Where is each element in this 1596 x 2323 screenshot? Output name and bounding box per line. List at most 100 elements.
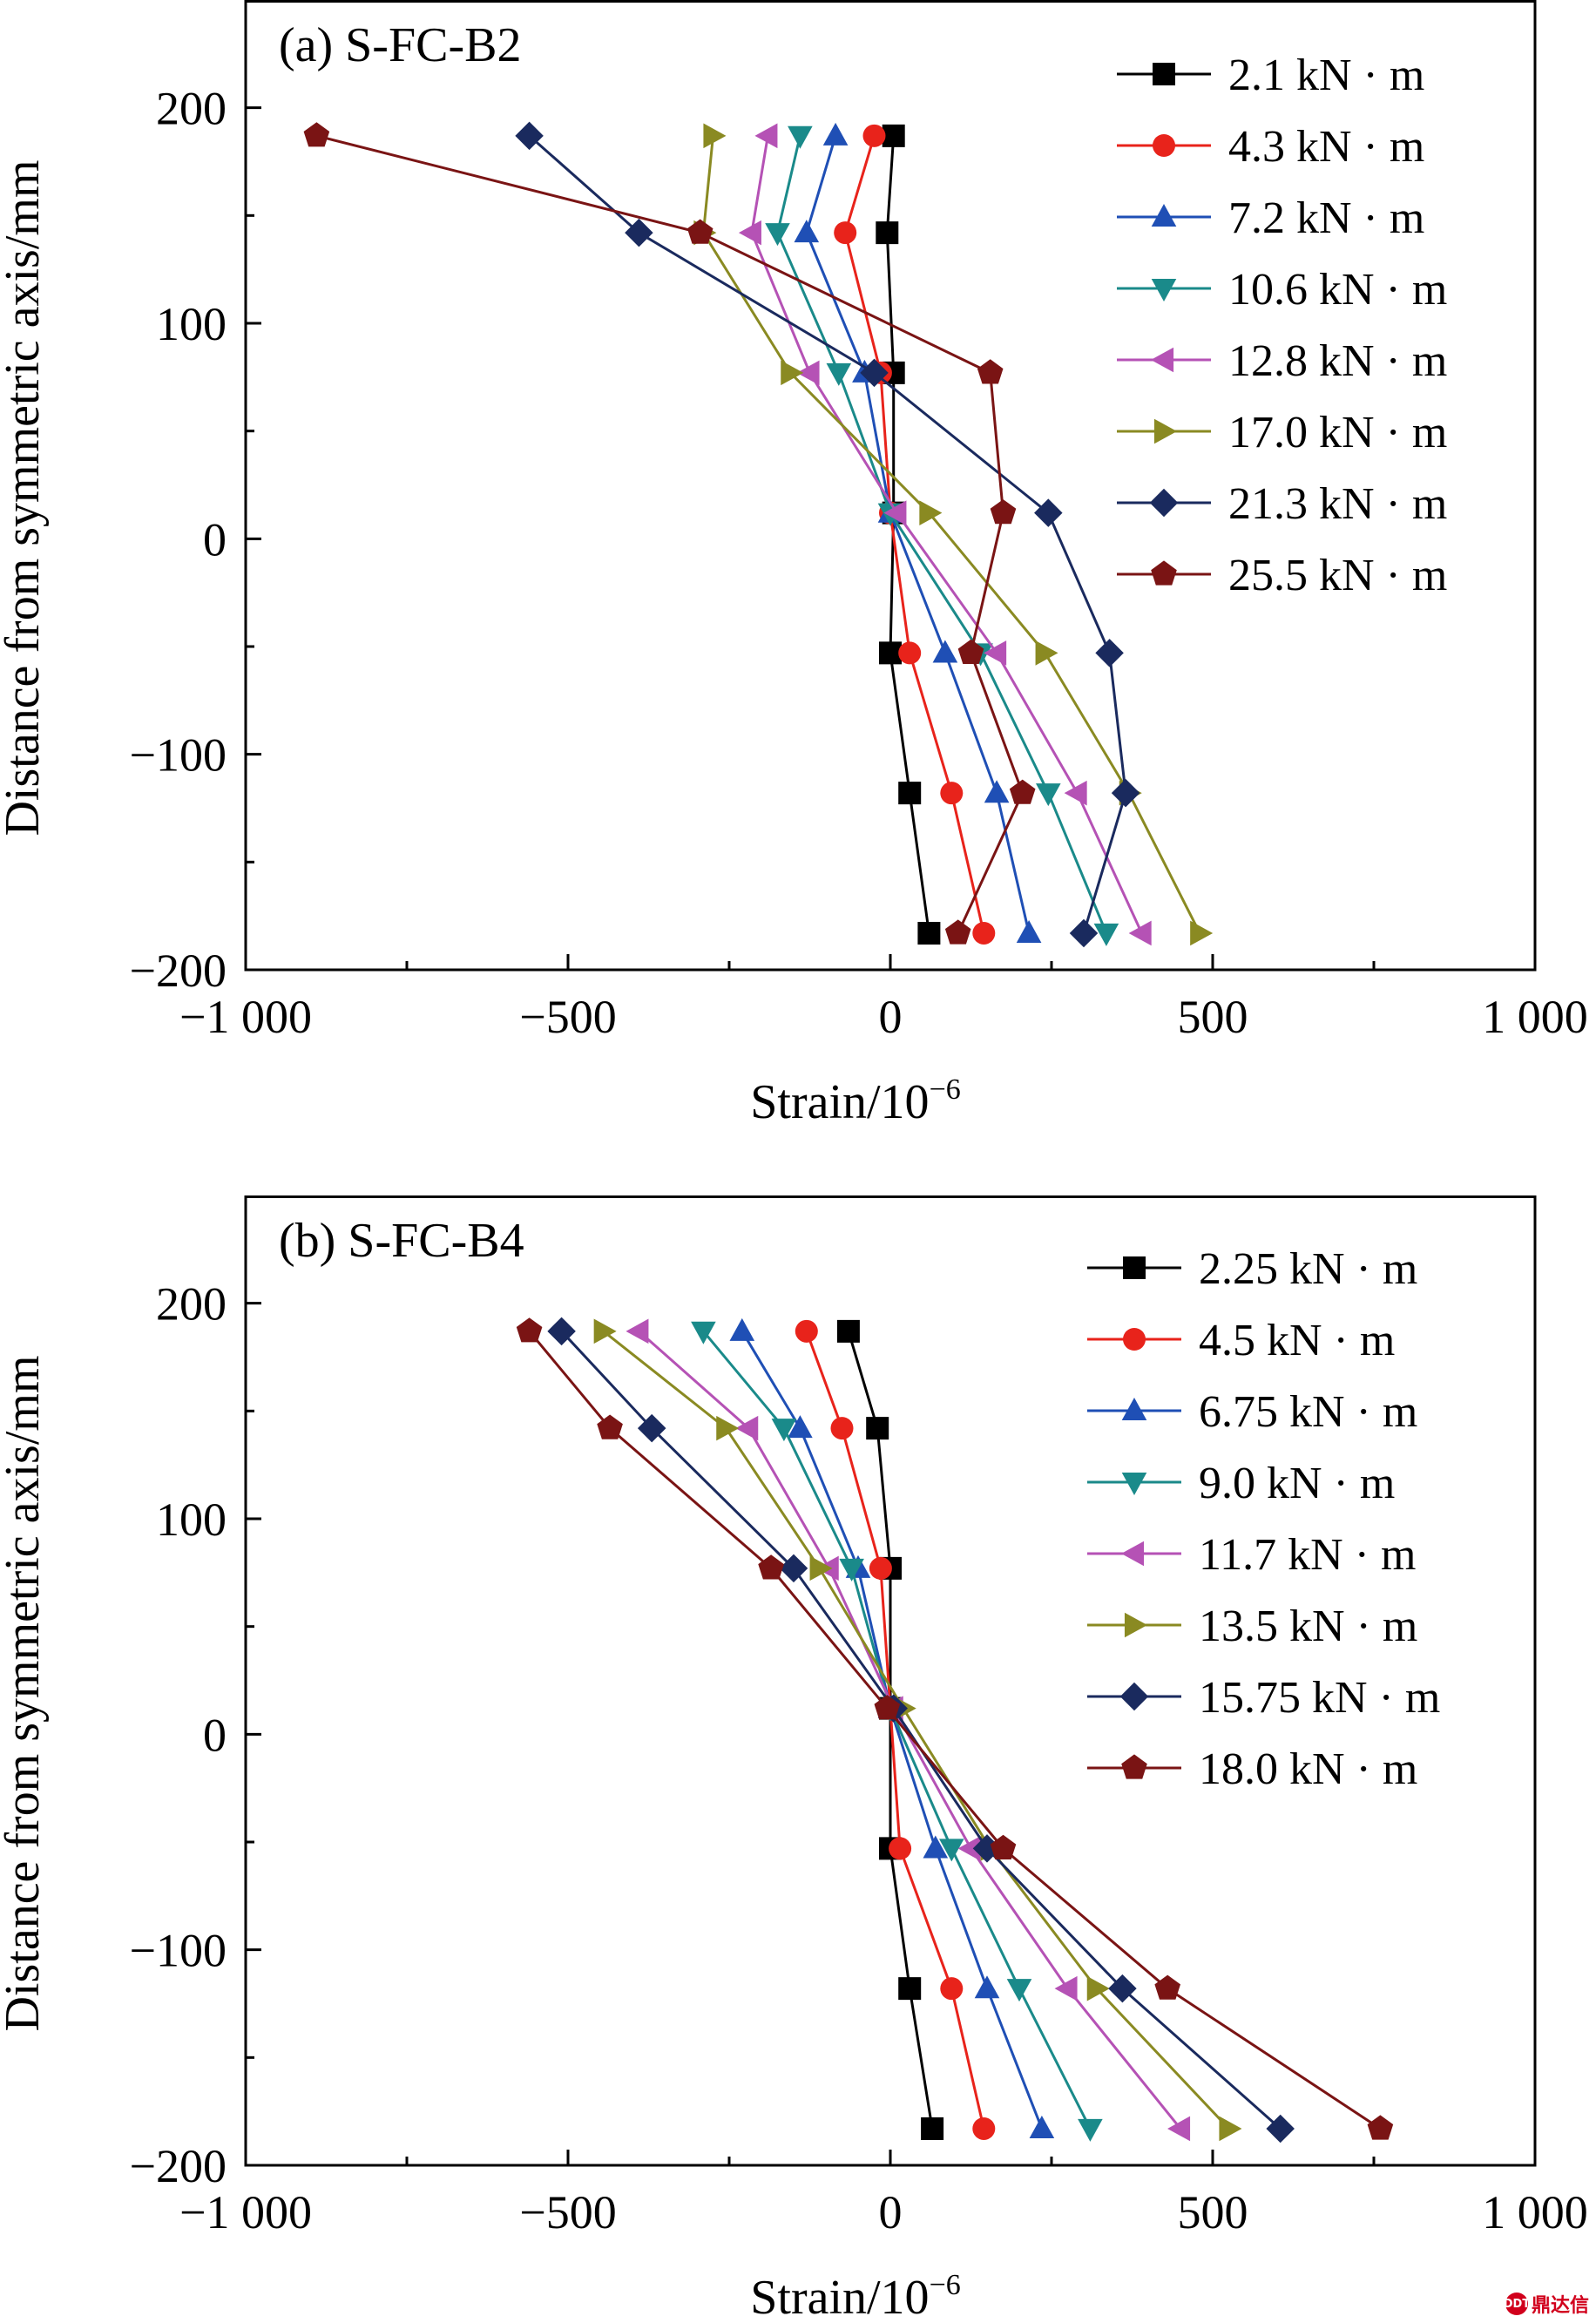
data-point [1029,2116,1055,2139]
data-point [1111,778,1140,808]
y-tick-label: −200 [130,945,227,997]
data-point [957,1836,981,1861]
data-point [889,1837,912,1860]
data-point [754,123,778,149]
data-point [923,1835,949,1859]
series-6 [693,123,1214,946]
data-point [1006,1979,1032,2002]
legend-label: 13.5 kN · m [1199,1602,1417,1651]
data-point [788,1415,813,1439]
data-point [879,641,902,665]
series-6 [593,1318,1242,2142]
data-point [898,782,922,805]
data-point [1093,923,1119,946]
series-1 [836,1319,944,2140]
data-point [882,124,905,147]
legend-item: 18.0 kN · m [1087,1744,1417,1794]
legend-marker [1124,1612,1147,1638]
legend-label: 4.3 kN · m [1228,122,1424,172]
data-point [1154,1974,1180,2000]
legend-item: 4.3 kN · m [1117,122,1424,172]
x-tick-label: 500 [1178,2186,1248,2238]
data-point [735,1415,759,1441]
series-7 [547,1317,1295,2144]
chart-title: (b) S-FC-B4 [279,1214,524,1268]
x-axis-label: Strain/10−6 [750,2269,961,2323]
x-tick-label: 1 000 [1482,991,1588,1043]
data-point [834,221,857,245]
legend-label: 6.75 kN · m [1199,1387,1417,1437]
data-point [990,499,1017,525]
chart-panel-a: −1 000 −500 0 500 1 000−200−1000100200Strain… [0,0,1588,1129]
series-4 [765,125,1119,946]
data-point [839,1558,864,1581]
legend-marker [1121,1754,1147,1779]
data-point [758,1554,784,1580]
legend-label: 17.0 kN · m [1228,408,1447,457]
legend-label: 9.0 kN · m [1199,1459,1395,1508]
data-point [691,1321,716,1344]
x-tick-label: 0 [879,2186,903,2238]
data-point [940,782,964,805]
data-point [593,1318,617,1344]
data-point [1054,1975,1078,2001]
x-tick-label: 1 000 [1482,2186,1588,2238]
series-3 [794,122,1042,944]
data-point [984,780,1010,803]
series-2 [795,1319,996,2140]
y-tick-label: 0 [203,1709,227,1761]
data-point [822,122,849,146]
series-7 [515,121,1140,948]
legend-marker [1151,347,1174,373]
legend-item: 21.3 kN · m [1117,479,1447,529]
data-point [626,1318,649,1344]
data-point [883,500,907,525]
data-point [1016,920,1042,944]
legend-item: 7.2 kN · m [1117,193,1424,243]
series-5 [738,123,1152,946]
legend-marker [1121,1398,1147,1421]
legend-label: 18.0 kN · m [1199,1744,1417,1794]
y-tick-label: 100 [156,298,227,350]
legend-label: 12.8 kN · m [1228,336,1447,386]
legend-label: 2.25 kN · m [1199,1244,1417,1294]
legend-item: 25.5 kN · m [1117,551,1447,600]
data-point [686,219,713,244]
data-point [876,221,899,245]
data-point [898,641,922,665]
y-tick-label: −100 [130,1925,227,1977]
data-point [932,640,958,663]
data-point [972,921,996,945]
series-8 [516,1317,1394,2140]
data-point [781,360,804,386]
series-line [701,135,1201,934]
data-point [1128,920,1152,946]
x-tick-label: −500 [519,2186,616,2238]
y-axis-label: Distance from symmetric axis/mm [0,1355,50,2031]
data-point [637,1413,666,1443]
data-point [765,223,790,247]
data-point [788,125,813,149]
legend-marker [1151,278,1177,301]
data-point [1034,498,1063,527]
legend-item: 11.7 kN · m [1087,1530,1416,1580]
data-point [625,218,653,247]
data-point [940,1977,964,2001]
legend-marker [1121,1472,1147,1495]
data-point [1069,918,1099,948]
watermark: DDT 鼎达信 [1504,2290,1589,2318]
series-line [602,1330,1230,2130]
legend-item: 6.75 kN · m [1087,1387,1417,1437]
x-axis-label-exponent: −6 [930,1073,961,1106]
series-line [560,1330,1282,2130]
data-point [919,500,943,525]
data-point [826,362,852,386]
data-point [984,640,1007,666]
x-tick-label: −1 000 [179,991,312,1043]
data-point [547,1317,576,1346]
series-line [528,134,1127,934]
legend-marker [1153,63,1175,85]
data-point [898,1977,922,2001]
legend-item: 9.0 kN · m [1087,1459,1395,1508]
